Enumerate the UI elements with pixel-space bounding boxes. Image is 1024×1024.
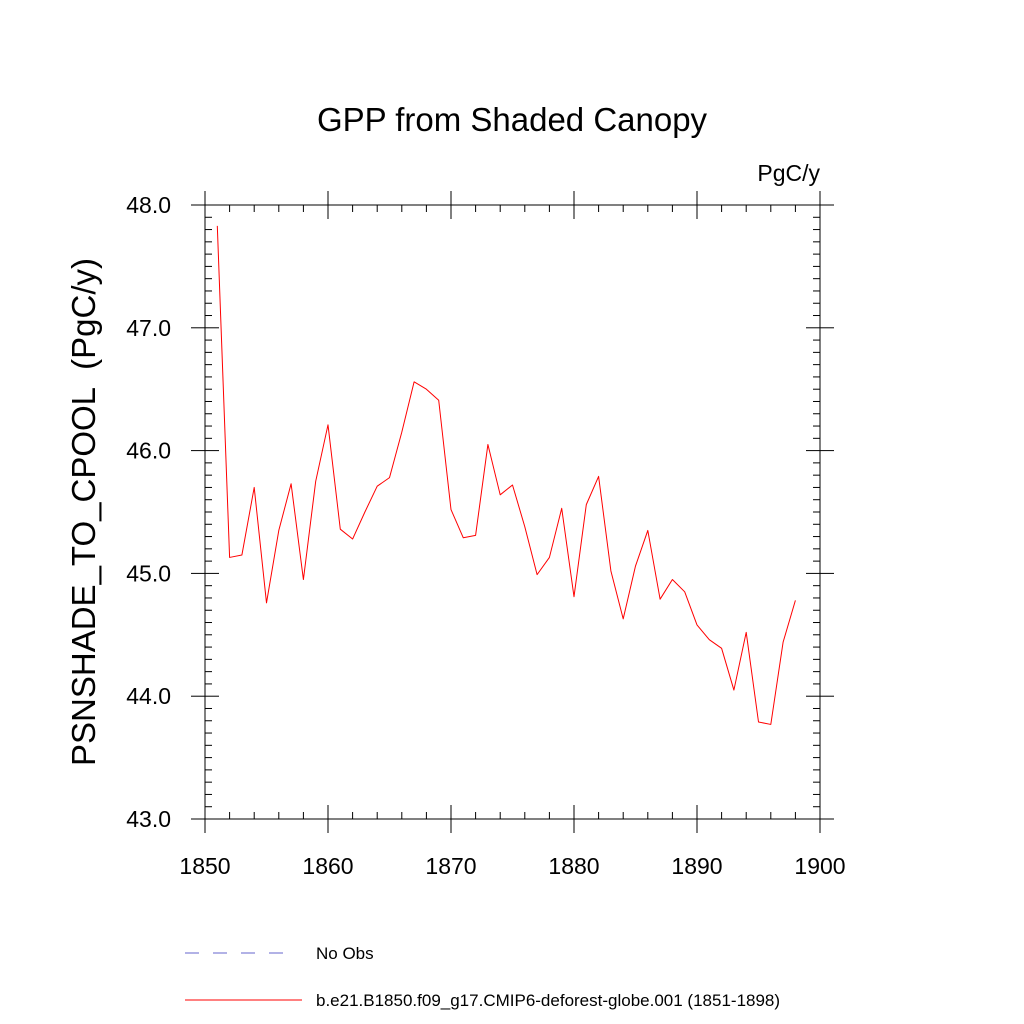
x-tick-label: 1890	[671, 853, 722, 879]
series-line-0	[216, 225, 796, 725]
series-layer	[216, 225, 796, 725]
units-label: PgC/y	[757, 160, 820, 186]
x-tick-label: 1850	[179, 853, 230, 879]
y-tick-label: 46.0	[126, 438, 171, 464]
x-tick-label: 1900	[794, 853, 845, 879]
y-tick-label: 48.0	[126, 192, 171, 218]
x-axis-ticks: 1850 1860 1870 1880 1890 1900	[179, 191, 846, 879]
plot-frame	[204, 204, 821, 820]
y-axis-label: PSNSHADE_TO_CPOOL (PgC/y)	[65, 258, 102, 766]
y-tick-label: 47.0	[126, 315, 171, 341]
y-tick-label: 43.0	[126, 806, 171, 832]
legend-label-model: b.e21.B1850.f09_g17.CMIP6-deforest-globe…	[316, 991, 780, 1010]
y-tick-label: 45.0	[126, 560, 171, 586]
chart-title: GPP from Shaded Canopy	[317, 101, 708, 138]
legend: No Obs b.e21.B1850.f09_g17.CMIP6-defores…	[185, 944, 780, 1010]
x-tick-label: 1860	[302, 853, 353, 879]
x-tick-label: 1870	[425, 853, 476, 879]
y-tick-label: 44.0	[126, 683, 171, 709]
legend-label-no-obs: No Obs	[316, 944, 374, 963]
y-axis-ticks: 43.0 44.0 45.0 46.0 47.0 48.0	[126, 192, 834, 832]
x-tick-label: 1880	[548, 853, 599, 879]
